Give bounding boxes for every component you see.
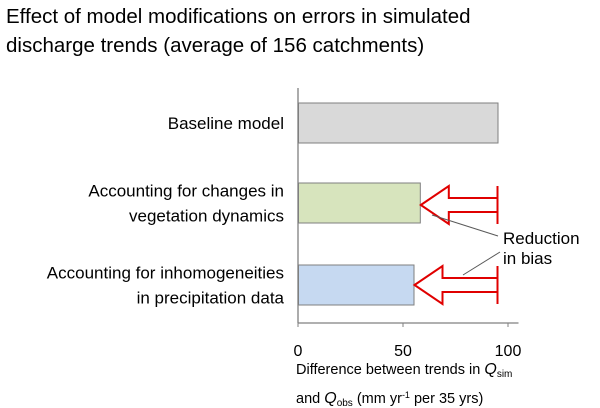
x-axis-label-line-2: and Qobs (mm yr-1 per 35 yrs) [296,390,484,408]
annotation-text: Reduction [503,229,580,248]
category-label: Accounting for changes in [88,182,284,201]
category-label: Accounting for inhomogeneities [47,264,284,283]
category-label: in precipitation data [137,289,285,308]
category-label: Baseline model [168,114,284,133]
x-axis-label: Difference between trends in Qsim and Qo… [296,360,596,408]
chart-title-line-2: discharge trends (average of 156 catchme… [6,34,425,57]
x-tick-label: 0 [294,343,303,360]
chart-title-line-1: Effect of model modifications on errors … [6,5,471,28]
bias-reduction-arrow [419,184,499,226]
x-tick-label: 50 [394,343,412,360]
bar [298,182,421,224]
annotation-text: in bias [503,249,552,268]
x-tick-label: 100 [495,343,522,360]
bar [298,102,499,144]
chart-title: Effect of model modifications on errors … [6,2,596,60]
x-axis-label-line-1: Difference between trends in Qsim [296,361,513,380]
bar [298,264,415,306]
annotation-leader-line [431,214,499,237]
category-label: vegetation dynamics [129,207,284,226]
bias-reduction-arrow [412,264,499,306]
annotation-leader-line [462,251,501,276]
